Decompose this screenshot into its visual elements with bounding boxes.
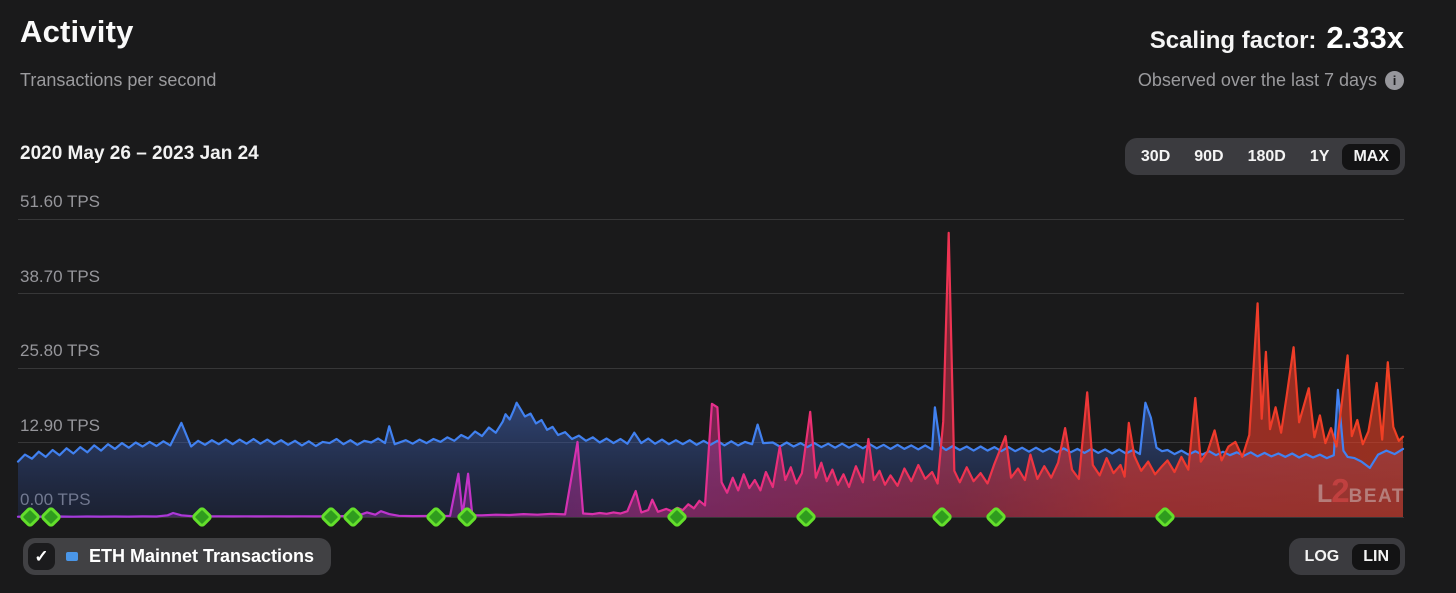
y-tick-label: 51.60 TPS (20, 192, 101, 211)
scale-selector: LOG LIN (1288, 538, 1405, 575)
page-title: Activity (20, 14, 134, 49)
eth-series-swatch (66, 552, 78, 561)
scale-option-lin[interactable]: LIN (1352, 543, 1400, 570)
legend-eth-toggle[interactable]: ✓ ETH Mainnet Transactions (23, 538, 332, 575)
observed-note-text: Observed over the last 7 days (1137, 70, 1377, 90)
legend-label: ETH Mainnet Transactions (89, 546, 315, 566)
info-icon[interactable]: i (1385, 71, 1404, 90)
checkbox-checked-icon[interactable]: ✓ (28, 543, 55, 570)
page-subtitle: Transactions per second (20, 70, 217, 90)
observed-note: Observed over the last 7 days i (1138, 70, 1404, 91)
scaling-factor: Scaling factor: 2.33x (1150, 20, 1404, 56)
range-option-90d[interactable]: 90D (1183, 144, 1234, 170)
range-option-1y[interactable]: 1Y (1299, 144, 1341, 170)
range-option-180d[interactable]: 180D (1237, 144, 1297, 170)
time-range-selector: 30D 90D 180D 1Y MAX (1124, 138, 1405, 175)
scale-option-log[interactable]: LOG (1294, 544, 1351, 570)
range-option-max[interactable]: MAX (1342, 143, 1400, 170)
scaling-factor-value: 2.33x (1326, 20, 1404, 55)
scaling-factor-label: Scaling factor: (1149, 27, 1317, 54)
date-range: 2020 May 26 – 2023 Jan 24 (20, 143, 259, 164)
chart-hover-area[interactable] (18, 195, 1404, 525)
range-option-30d[interactable]: 30D (1130, 144, 1181, 170)
gridline-51.6 (18, 218, 1404, 220)
